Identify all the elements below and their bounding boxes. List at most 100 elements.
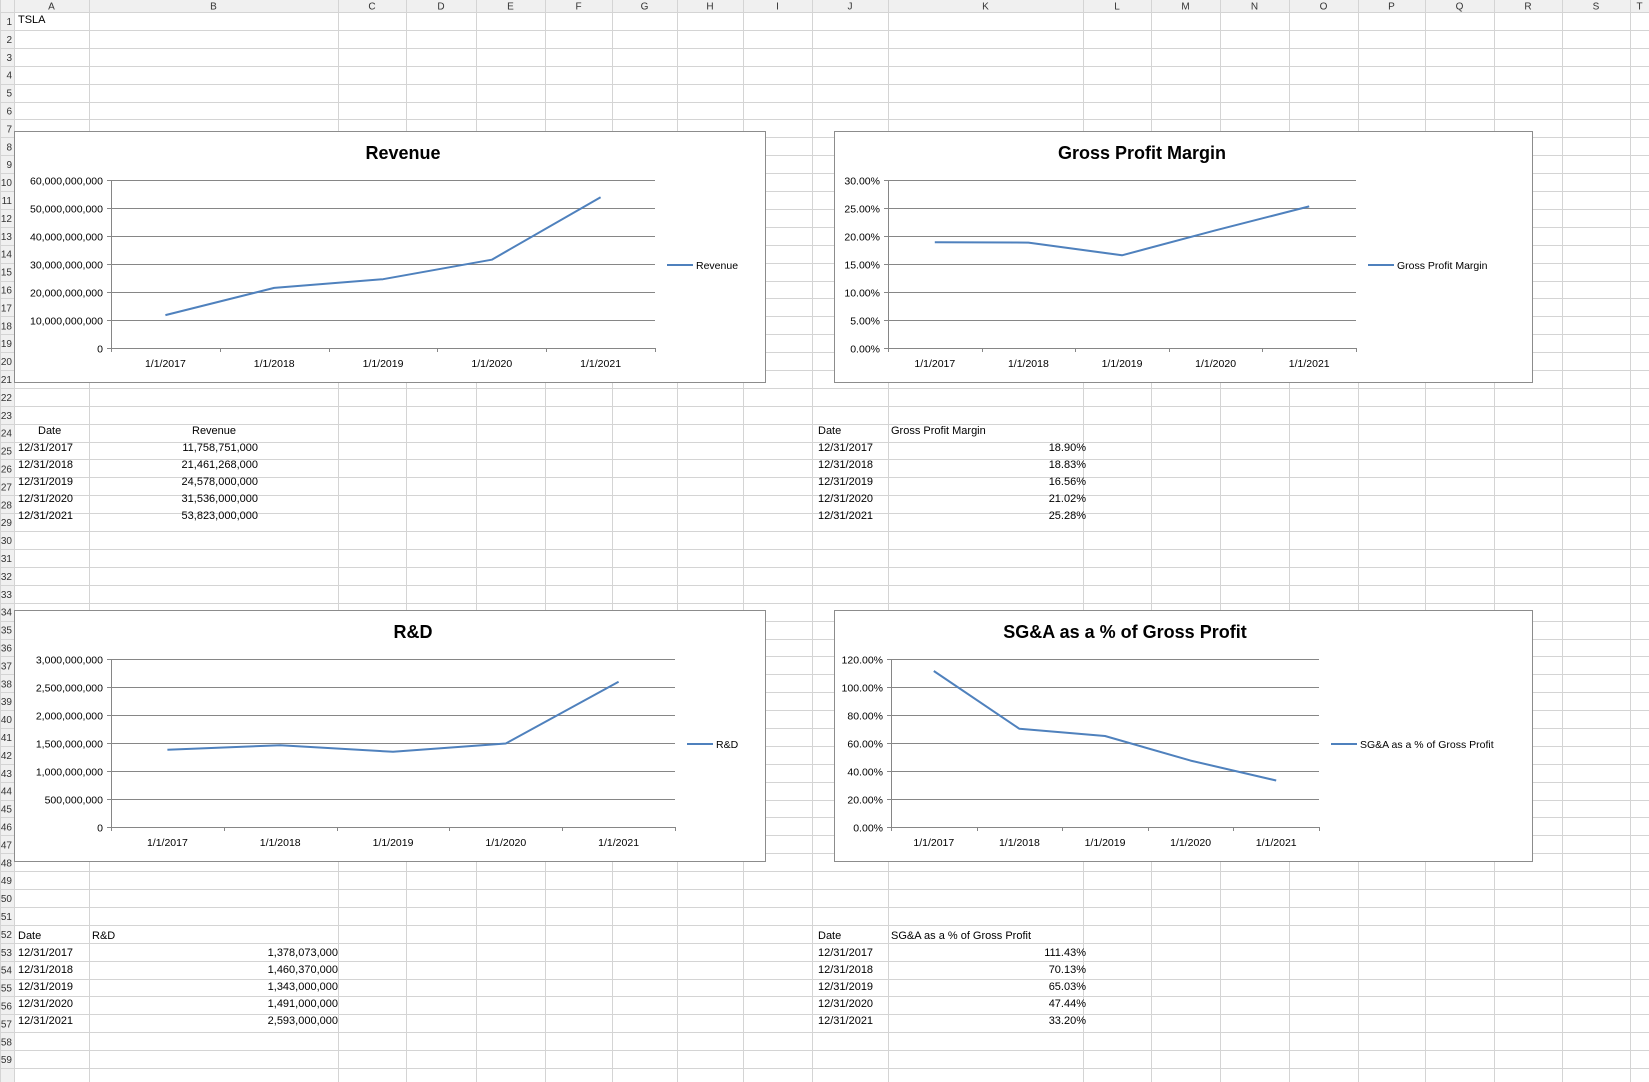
data-point[interactable]	[165, 748, 169, 752]
rnd-row-value[interactable]: 1,491,000,000	[267, 998, 338, 1010]
data-point[interactable]	[1103, 734, 1107, 738]
row-header[interactable]: 40	[1, 715, 13, 726]
row-header[interactable]: 43	[1, 769, 13, 780]
column-header[interactable]: N	[1251, 2, 1258, 13]
revenue-row-date[interactable]: 12/31/2020	[18, 493, 74, 505]
row-header[interactable]: 29	[1, 518, 13, 529]
column-header[interactable]: K	[982, 2, 989, 13]
sga-row-date[interactable]: 12/31/2021	[818, 1015, 874, 1027]
gpm-row-date[interactable]: 12/31/2021	[818, 510, 874, 522]
row-header[interactable]: 10	[1, 178, 13, 189]
row-header[interactable]: 27	[1, 482, 13, 493]
row-header[interactable]: 14	[1, 250, 13, 261]
gpm-row-value[interactable]: 25.28%	[1048, 510, 1086, 522]
row-header[interactable]: 16	[1, 286, 13, 297]
data-point[interactable]	[1017, 727, 1021, 731]
row-header[interactable]: 17	[1, 303, 13, 314]
column-header[interactable]: A	[48, 2, 55, 13]
row-header[interactable]: 6	[6, 107, 12, 118]
gross-profit-margin-chart[interactable]: Gross Profit Margin 0.00% 5.00% 10.00% 15.00…	[834, 131, 1533, 383]
row-header[interactable]: 24	[1, 429, 13, 440]
sga-row-date[interactable]: 12/31/2018	[818, 964, 874, 976]
row-header[interactable]: 5	[6, 89, 12, 100]
gpm-row-date[interactable]: 12/31/2017	[818, 442, 874, 454]
data-point[interactable]	[163, 313, 167, 317]
revenue-row-value[interactable]: 31,536,000,000	[181, 493, 258, 505]
sga-row-date[interactable]: 12/31/2020	[818, 998, 874, 1010]
row-header[interactable]: 47	[1, 840, 13, 851]
row-header[interactable]: 2	[6, 35, 12, 46]
row-header[interactable]: 45	[1, 805, 13, 816]
rnd-table-header-date[interactable]: Date	[18, 930, 42, 942]
sga-row-value[interactable]: 47.44%	[1048, 998, 1086, 1010]
sga-row-value[interactable]: 65.03%	[1048, 981, 1086, 993]
gpm-row-value[interactable]: 16.56%	[1048, 476, 1086, 488]
row-header[interactable]: 12	[1, 214, 13, 225]
revenue-row-value[interactable]: 11,758,751,000	[182, 442, 258, 454]
data-point[interactable]	[1214, 228, 1218, 232]
rnd-row-value[interactable]: 1,343,000,000	[267, 981, 338, 993]
sga-row-value[interactable]: 70.13%	[1048, 964, 1086, 976]
row-header-bar[interactable]	[0, 0, 14, 1082]
row-header[interactable]: 44	[1, 787, 13, 798]
column-header[interactable]: F	[575, 2, 581, 13]
column-header[interactable]: O	[1320, 2, 1328, 13]
revenue-row-date[interactable]: 12/31/2017	[18, 442, 74, 454]
revenue-row-date[interactable]: 12/31/2021	[18, 510, 74, 522]
data-point[interactable]	[599, 195, 603, 199]
column-header[interactable]: G	[641, 2, 649, 13]
rnd-row-date[interactable]: 12/31/2018	[18, 964, 74, 976]
column-header[interactable]: I	[776, 2, 779, 13]
series-line[interactable]	[934, 205, 1310, 257]
row-header[interactable]: 15	[1, 268, 13, 279]
column-header-bar[interactable]	[0, 0, 1649, 12]
gpm-table-header-value[interactable]: Gross Profit Margin	[891, 425, 986, 437]
row-header[interactable]: 11	[2, 196, 13, 207]
column-header[interactable]: L	[1114, 2, 1120, 13]
column-header[interactable]: M	[1181, 2, 1189, 13]
sga-chart[interactable]: SG&A as a % of Gross Profit 0.00% 20.00% 40…	[834, 610, 1533, 862]
row-header[interactable]: 21	[1, 375, 13, 386]
column-header[interactable]: Q	[1456, 2, 1464, 13]
sga-table-header-value[interactable]: SG&A as a % of Gross Profit	[891, 930, 1031, 942]
sga-row-value[interactable]: 111.43%	[1044, 947, 1086, 959]
rnd-row-value[interactable]: 2,593,000,000	[267, 1015, 338, 1027]
rnd-table-header-value[interactable]: R&D	[92, 930, 116, 942]
data-point[interactable]	[490, 258, 494, 262]
cell-a1-ticker[interactable]: TSLA	[18, 14, 46, 26]
data-point[interactable]	[1274, 779, 1278, 783]
column-header[interactable]: D	[437, 2, 444, 13]
column-header[interactable]: S	[1593, 2, 1600, 13]
revenue-table-header-value[interactable]: Revenue	[192, 425, 237, 437]
gpm-row-value[interactable]: 18.90%	[1048, 442, 1086, 454]
row-header[interactable]: 41	[1, 733, 13, 744]
row-header[interactable]: 50	[1, 894, 13, 905]
series-line[interactable]	[165, 196, 602, 317]
rnd-row-date[interactable]: 12/31/2021	[18, 1015, 74, 1027]
row-header[interactable]: 54	[1, 966, 13, 977]
row-header[interactable]: 3	[6, 53, 12, 64]
row-header[interactable]: 38	[1, 679, 13, 690]
column-header[interactable]: E	[507, 2, 514, 13]
row-header[interactable]: 57	[1, 1019, 13, 1030]
column-header[interactable]: B	[210, 2, 217, 13]
data-point[interactable]	[381, 277, 385, 281]
row-header[interactable]: 51	[1, 912, 13, 923]
data-point[interactable]	[1026, 241, 1030, 245]
revenue-row-value[interactable]: 53,823,000,000	[181, 510, 258, 522]
row-header[interactable]: 1	[6, 17, 12, 28]
column-header[interactable]: R	[1524, 2, 1531, 13]
data-point[interactable]	[932, 669, 936, 673]
row-header[interactable]: 49	[1, 876, 13, 887]
data-point[interactable]	[1120, 253, 1124, 257]
row-header[interactable]: 7	[6, 124, 12, 135]
data-point[interactable]	[1307, 204, 1311, 208]
revenue-row-value[interactable]: 24,578,000,000	[181, 476, 258, 488]
revenue-row-date[interactable]: 12/31/2018	[18, 459, 74, 471]
rnd-row-date[interactable]: 12/31/2019	[18, 981, 74, 993]
sga-row-date[interactable]: 12/31/2019	[818, 981, 874, 993]
data-point[interactable]	[1189, 759, 1193, 763]
row-header[interactable]: 31	[1, 554, 13, 565]
rnd-row-value[interactable]: 1,460,370,000	[267, 964, 338, 976]
